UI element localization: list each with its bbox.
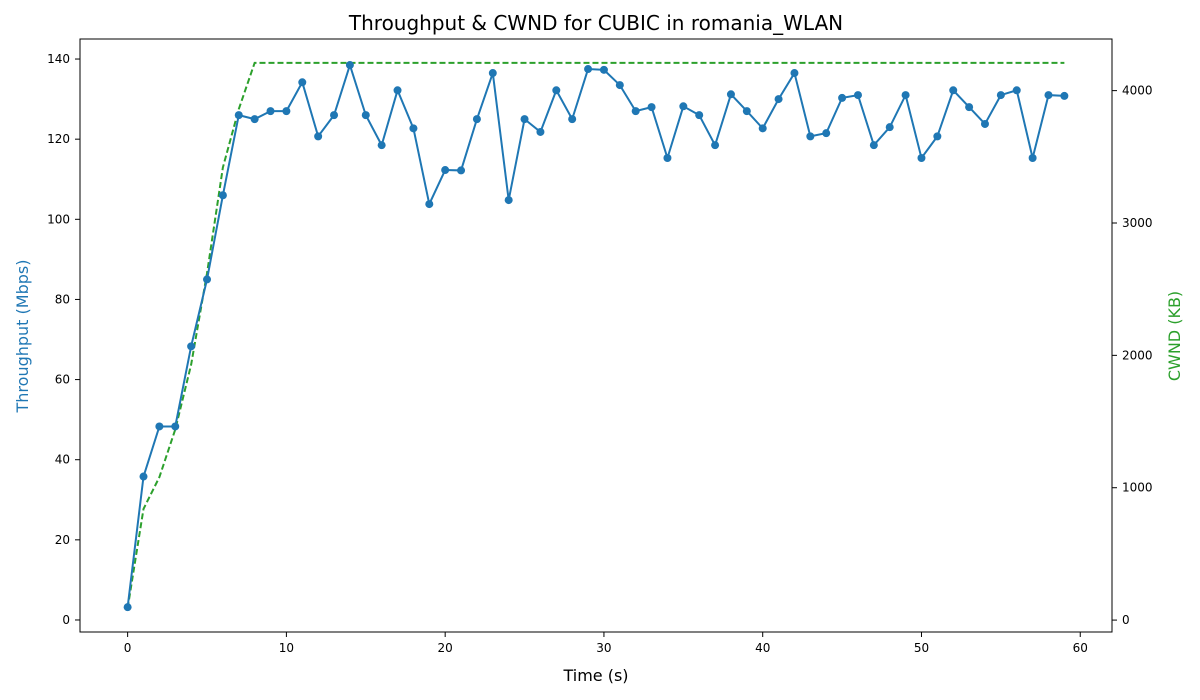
right-y-tick-label: 0 <box>1122 613 1130 627</box>
throughput-point <box>266 107 275 116</box>
cwnd-series-line <box>126 61 1065 609</box>
throughput-point <box>155 422 164 431</box>
x-tick-label: 50 <box>914 641 929 655</box>
throughput-point <box>806 132 815 141</box>
throughput-point <box>901 91 910 100</box>
throughput-point <box>695 111 704 120</box>
throughput-point <box>345 61 354 70</box>
x-tick-label: 40 <box>755 641 770 655</box>
throughput-point <box>409 124 418 133</box>
throughput-point <box>758 124 767 133</box>
throughput-point <box>361 111 370 120</box>
throughput-point <box>218 191 227 200</box>
throughput-point <box>679 102 688 111</box>
throughput-point <box>980 119 989 128</box>
throughput-point <box>1012 86 1021 95</box>
plot-frame <box>79 38 1113 633</box>
left-y-tick-label: 100 <box>47 212 70 226</box>
throughput-point <box>472 115 481 124</box>
throughput-point <box>488 69 497 78</box>
right-y-tick-label: 3000 <box>1122 216 1153 230</box>
left-y-tick-label: 20 <box>55 533 70 547</box>
right-y-tick-label: 2000 <box>1122 348 1153 362</box>
throughput-point <box>965 103 974 112</box>
throughput-point <box>853 91 862 100</box>
throughput-point <box>282 107 291 116</box>
right-y-axis-label: CWND (KB) <box>1165 291 1184 381</box>
x-tick-label: 0 <box>124 641 132 655</box>
left-y-tick-label: 120 <box>47 132 70 146</box>
throughput-point <box>139 472 148 481</box>
throughput-point <box>663 154 672 162</box>
throughput-series-line <box>126 61 1065 608</box>
throughput-point <box>203 275 212 284</box>
throughput-point <box>711 141 720 150</box>
throughput-point <box>742 107 751 116</box>
left-y-tick-label: 40 <box>55 453 70 467</box>
throughput-point <box>917 154 926 162</box>
left-y-axis-label: Throughput (Mbps) <box>13 260 32 414</box>
throughput-point <box>441 166 450 175</box>
x-tick-label: 60 <box>1073 641 1088 655</box>
throughput-point <box>838 93 847 102</box>
left-y-tick-label: 60 <box>55 373 70 387</box>
throughput-point <box>774 95 783 104</box>
throughput-point <box>314 132 323 141</box>
throughput-point <box>393 86 402 95</box>
throughput-point <box>869 141 878 150</box>
throughput-point <box>425 200 434 209</box>
throughput-point <box>234 111 243 120</box>
throughput-point <box>996 91 1005 100</box>
right-y-tick-label: 4000 <box>1122 84 1153 98</box>
x-axis-label: Time (s) <box>562 666 628 685</box>
throughput-point <box>536 127 545 136</box>
throughput-point <box>504 196 513 205</box>
throughput-point <box>171 422 180 431</box>
throughput-point <box>520 115 529 124</box>
throughput-point <box>377 141 386 150</box>
throughput-point <box>250 115 259 124</box>
throughput-point <box>187 342 196 351</box>
throughput-point <box>298 78 307 87</box>
left-y-tick-label: 80 <box>55 292 70 306</box>
throughput-point <box>933 132 942 141</box>
throughput-point <box>599 65 608 74</box>
throughput-point <box>631 107 640 116</box>
throughput-point <box>123 603 132 612</box>
throughput-point <box>949 86 958 95</box>
left-y-tick-label: 140 <box>47 52 70 66</box>
throughput-point <box>1044 91 1053 100</box>
left-y-tick-label: 0 <box>62 613 70 627</box>
throughput-point <box>790 69 799 78</box>
throughput-point <box>552 86 561 95</box>
throughput-point <box>568 115 577 124</box>
right-y-tick-label: 1000 <box>1122 481 1153 495</box>
throughput-point <box>330 111 339 120</box>
throughput-point <box>726 90 735 99</box>
throughput-point <box>615 81 624 90</box>
throughput-point <box>1060 91 1069 100</box>
x-tick-label: 30 <box>596 641 611 655</box>
x-tick-label: 10 <box>279 641 294 655</box>
x-axis-ticks: 0 10 20 30 40 50 60 <box>124 632 1088 655</box>
right-y-axis-ticks: 0 1000 2000 3000 4000 <box>1112 84 1153 627</box>
throughput-point <box>584 65 593 74</box>
throughput-point <box>1028 154 1037 162</box>
left-y-axis-ticks: 0 20 40 60 80 100 120 140 <box>47 52 80 627</box>
throughput-point <box>647 103 656 112</box>
x-tick-label: 20 <box>438 641 453 655</box>
chart-title: Throughput & CWND for CUBIC in romania_W… <box>348 11 843 35</box>
throughput-point <box>457 166 466 175</box>
throughput-point <box>885 123 894 132</box>
throughput-point <box>822 129 831 138</box>
plot-series-layer <box>123 61 1069 612</box>
